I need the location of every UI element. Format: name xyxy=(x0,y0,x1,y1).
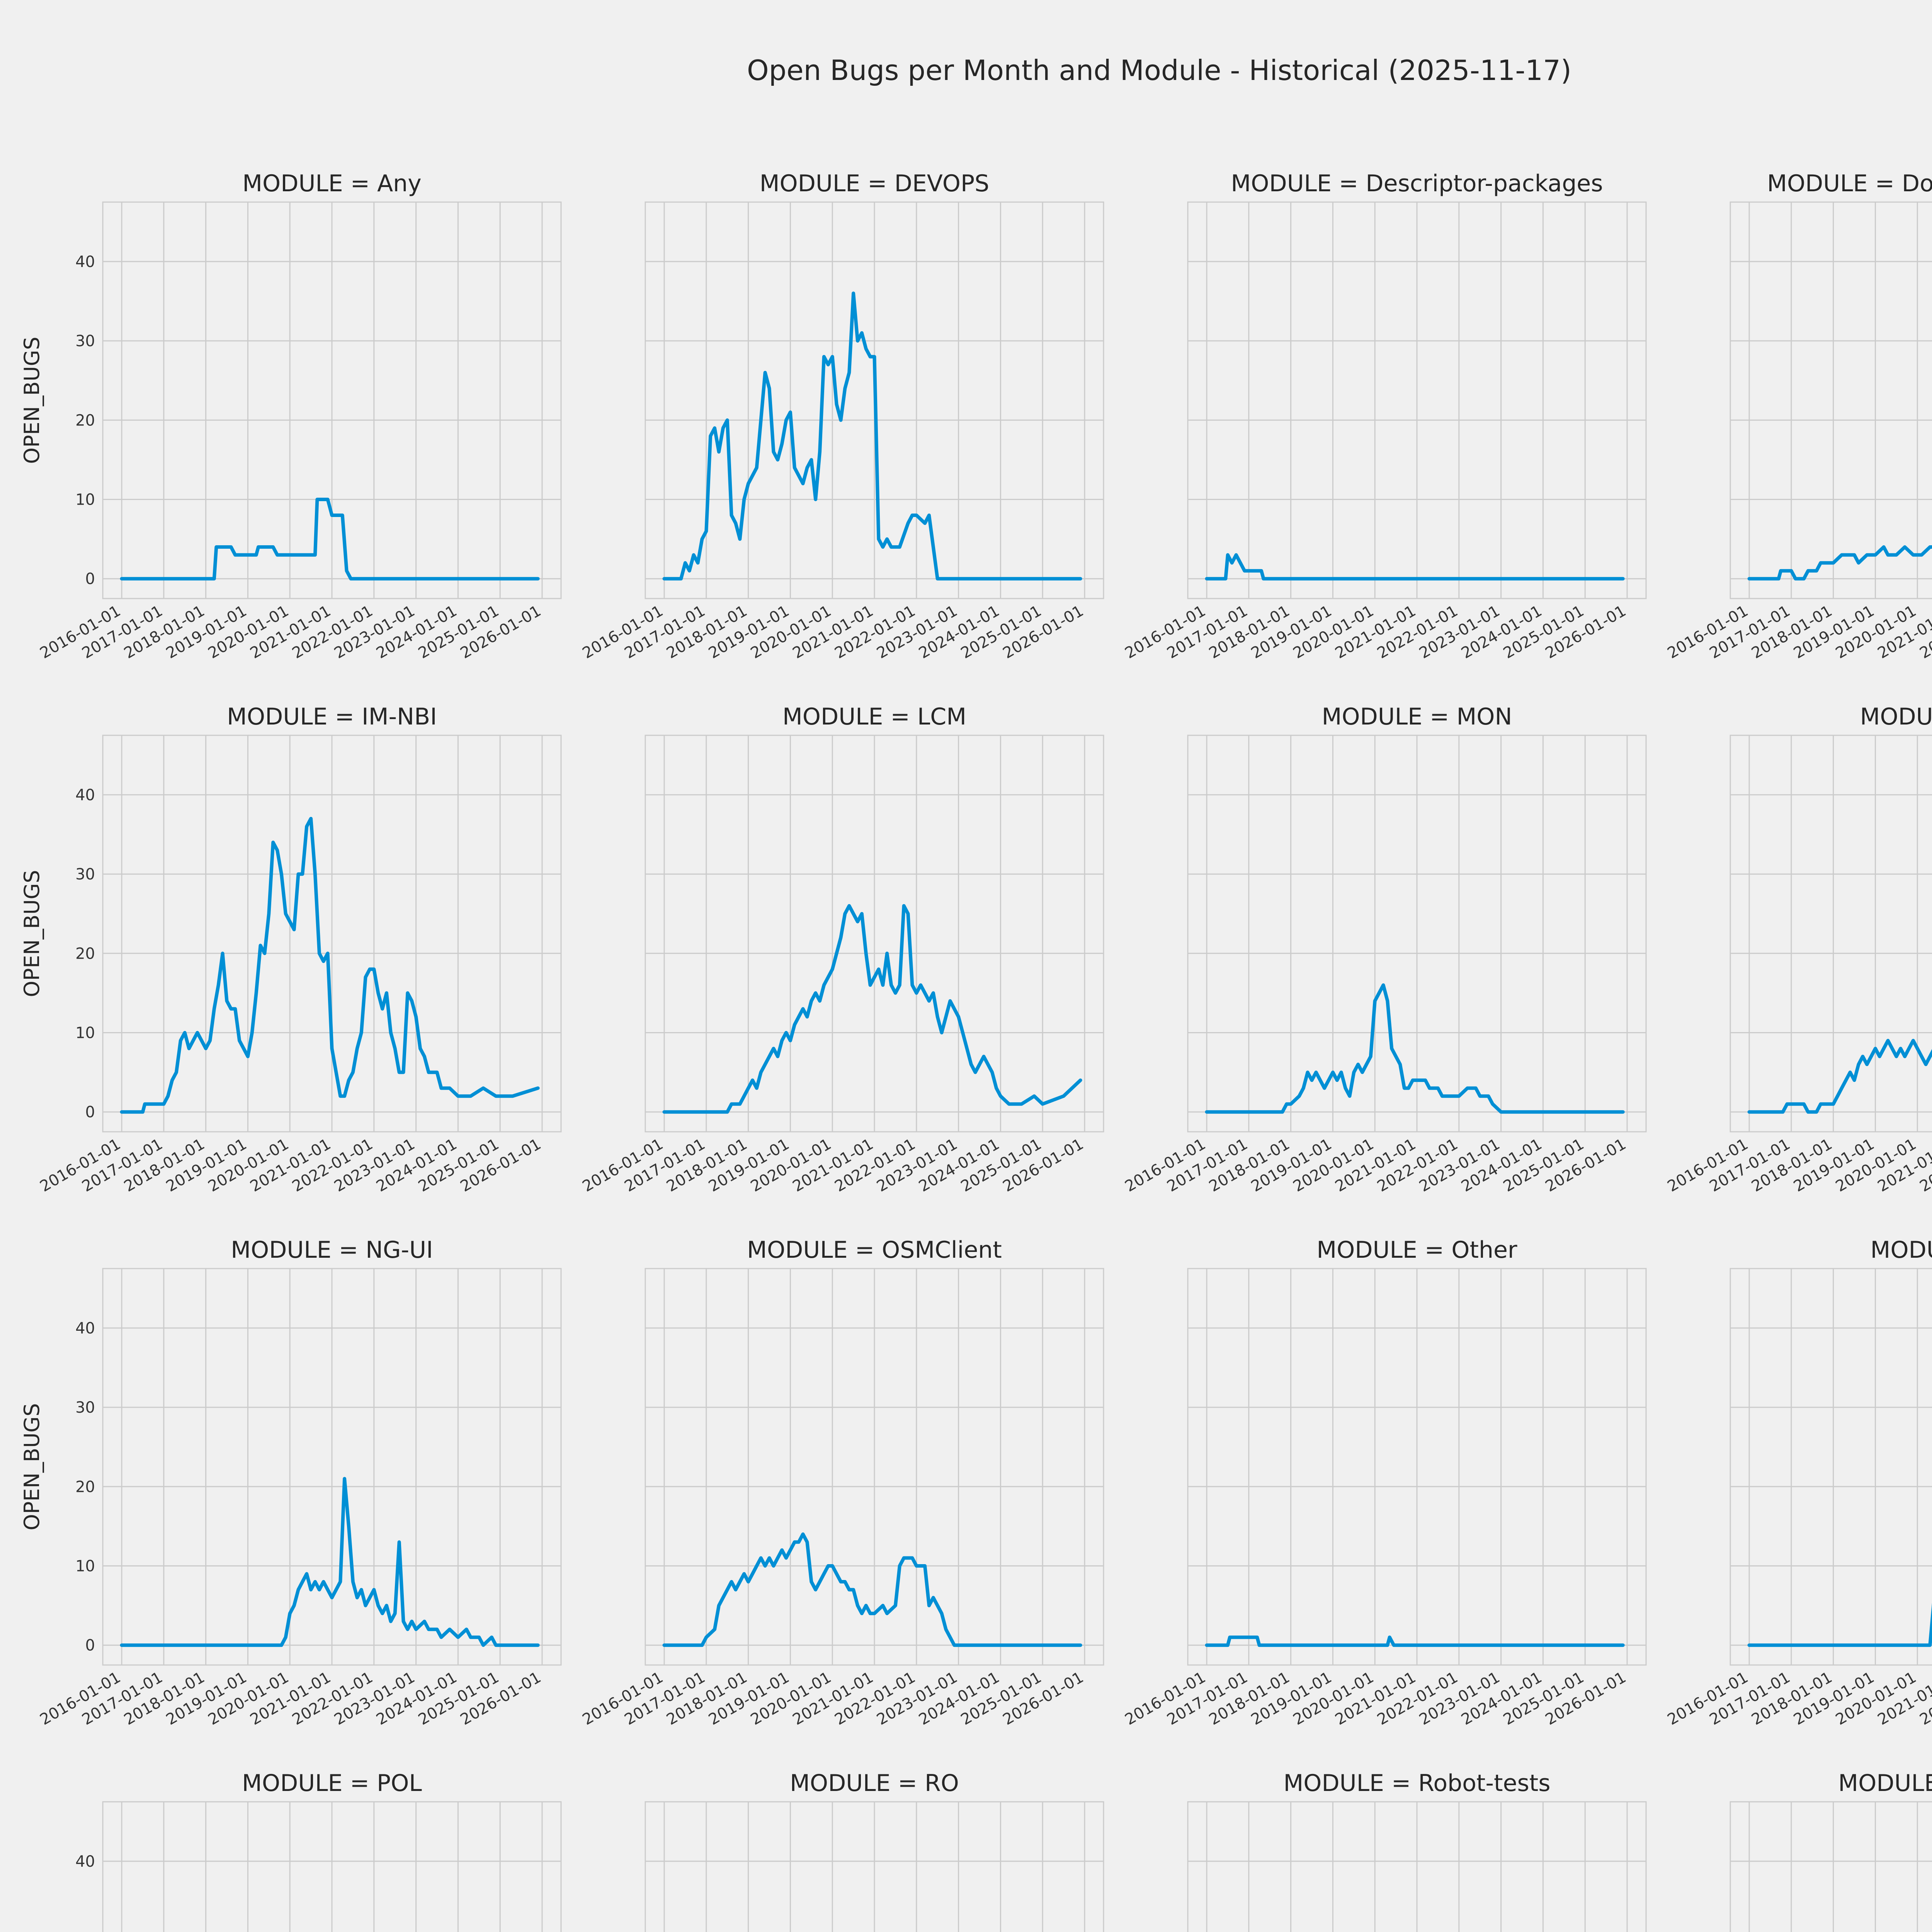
plot-border xyxy=(1730,1268,1932,1666)
y-tick-label: 40 xyxy=(75,1853,95,1871)
plot-background xyxy=(1730,735,1932,1132)
facet-Any: MODULE = Any2016-01-012017-01-012018-01-… xyxy=(20,170,562,662)
plot-border xyxy=(645,201,1104,599)
y-tick-label: 40 xyxy=(75,786,95,804)
plot-border xyxy=(102,735,562,1133)
facet-DEVOPS: MODULE = DEVOPS2016-01-012017-01-012018-… xyxy=(580,170,1104,662)
figure-title: Open Bugs per Month and Module - Histori… xyxy=(747,54,1572,87)
line-series-MON xyxy=(1205,983,1625,1114)
plot-border xyxy=(645,1801,1104,1932)
facet-title: MODULE = Any xyxy=(242,170,421,197)
y-tick-label: 0 xyxy=(85,570,95,588)
y-tick-label: 40 xyxy=(75,253,95,271)
y-tick-label: 10 xyxy=(75,1558,95,1575)
facet-title: MODULE = POL xyxy=(242,1770,422,1797)
facet-title: MODULE = Other xyxy=(1316,1236,1517,1264)
y-tick-label: 10 xyxy=(75,1024,95,1042)
facet-LCM: MODULE = LCM2016-01-012017-01-012018-01-… xyxy=(580,703,1104,1196)
line-series-DEVOPS xyxy=(662,291,1082,581)
facet-title: MODULE = Unknown xyxy=(1838,1770,1932,1797)
plot-background xyxy=(1730,1269,1932,1665)
line-series-IM-NBI xyxy=(120,817,540,1114)
facet-title: MODULE = LCM xyxy=(782,703,966,730)
line-series-Documentation / Wiki xyxy=(1747,545,1932,581)
line-series-Descriptor-packages xyxy=(1205,553,1625,581)
y-tick-label: 40 xyxy=(75,1320,95,1337)
plot-background xyxy=(1730,1802,1932,1932)
y-tick-label: 20 xyxy=(75,412,95,429)
facet-IM-NBI: MODULE = IM-NBI2016-01-012017-01-012018-… xyxy=(20,703,562,1196)
y-axis-label: OPEN_BUGS xyxy=(20,337,44,464)
line-series-Other xyxy=(1205,1635,1625,1647)
facet-POL: MODULE = POL2016-01-012017-01-012018-01-… xyxy=(75,1770,562,1932)
line-series-Any xyxy=(120,498,540,581)
facet-title: MODULE = PLA xyxy=(1871,1236,1932,1264)
facet-title: MODULE = RO xyxy=(790,1770,959,1797)
plot-border xyxy=(1187,1268,1647,1666)
plot-border xyxy=(1730,201,1932,599)
facet-RO: MODULE = RO2016-01-012017-01-012018-01-0… xyxy=(645,1770,1104,1932)
line-series-OSMClient xyxy=(662,1532,1082,1647)
facet-title: MODULE = Documentation / Wiki xyxy=(1767,170,1932,197)
facet-Unknown: MODULE = Unknown2016-01-012017-01-012018… xyxy=(1730,1770,1932,1932)
facet-title: MODULE = NG-UI xyxy=(231,1236,433,1264)
plot-border xyxy=(102,201,562,599)
plot-border xyxy=(645,735,1104,1133)
facet-Documentation / Wiki: MODULE = Documentation / Wiki2016-01-012… xyxy=(1665,170,1932,662)
plot-background xyxy=(1730,202,1932,599)
facet-title: MODULE = OSMClient xyxy=(747,1236,1002,1264)
facet-title: MODULE = IM-NBI xyxy=(227,703,437,730)
facet-title: MODULE = MON xyxy=(1322,703,1512,730)
y-axis-label: OPEN_BUGS xyxy=(20,1403,44,1530)
facet-OSMClient: MODULE = OSMClient2016-01-012017-01-0120… xyxy=(580,1236,1104,1729)
facet-NG-UI: MODULE = NG-UI2016-01-012017-01-012018-0… xyxy=(20,1236,562,1729)
facet-PLA: MODULE = PLA2016-01-012017-01-012018-01-… xyxy=(1665,1236,1932,1729)
line-series-NG-UI xyxy=(120,1477,540,1647)
facet-title: MODULE = Descriptor-packages xyxy=(1231,170,1603,197)
facet-MON: MODULE = MON2016-01-012017-01-012018-01-… xyxy=(1122,703,1647,1196)
facet-Descriptor-packages: MODULE = Descriptor-packages2016-01-0120… xyxy=(1122,170,1647,662)
y-tick-label: 20 xyxy=(75,945,95,963)
y-tick-label: 30 xyxy=(75,1399,95,1417)
plot-border xyxy=(102,1268,562,1666)
facet-Robot-tests: MODULE = Robot-tests2016-01-012017-01-01… xyxy=(1187,1770,1647,1932)
plot-border xyxy=(102,1801,562,1932)
facet-title: MODULE = N2VC xyxy=(1860,703,1932,730)
y-tick-label: 30 xyxy=(75,332,95,350)
plot-border xyxy=(1730,735,1932,1133)
line-series-LCM xyxy=(662,904,1082,1114)
y-tick-label: 0 xyxy=(85,1104,95,1121)
facet-title: MODULE = DEVOPS xyxy=(760,170,989,197)
line-series-N2VC xyxy=(1747,1039,1932,1114)
facet-N2VC: MODULE = N2VC2016-01-012017-01-012018-01… xyxy=(1665,703,1932,1196)
plot-border xyxy=(1187,201,1647,599)
y-axis-label: OPEN_BUGS xyxy=(20,870,44,997)
y-tick-label: 20 xyxy=(75,1478,95,1496)
y-tick-label: 30 xyxy=(75,866,95,883)
plot-border xyxy=(1187,1801,1647,1932)
y-tick-label: 10 xyxy=(75,491,95,509)
plot-border xyxy=(1187,735,1647,1133)
facet-title: MODULE = Robot-tests xyxy=(1283,1770,1550,1797)
y-tick-label: 0 xyxy=(85,1637,95,1655)
plot-border xyxy=(645,1268,1104,1666)
facet-Other: MODULE = Other2016-01-012017-01-012018-0… xyxy=(1122,1236,1647,1729)
